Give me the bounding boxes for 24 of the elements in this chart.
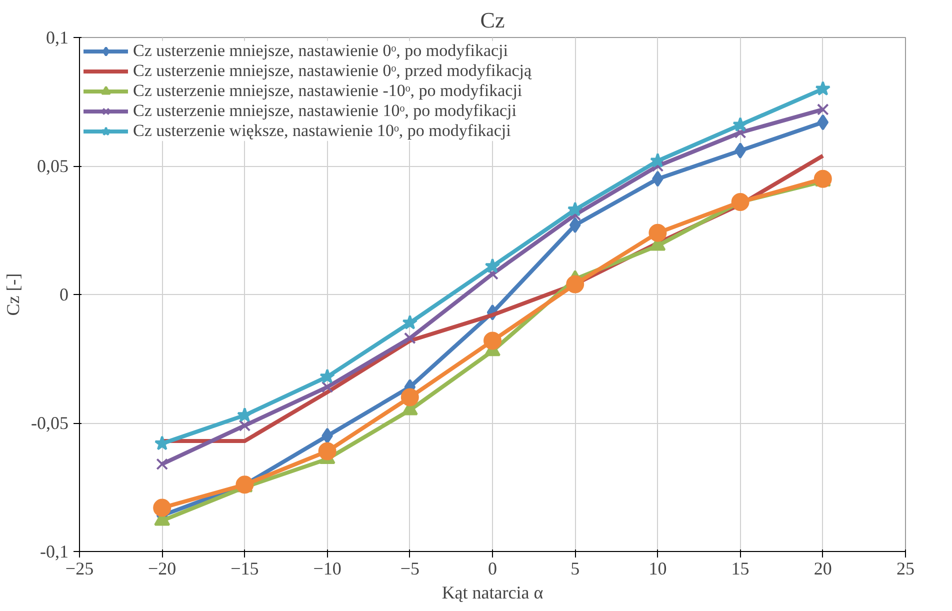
y-axis-title: Cz [-] [3,273,24,316]
x-tick-label: −25 [65,558,94,578]
x-tick-label: 25 [896,558,914,578]
y-tick-label: -0,05 [31,413,69,433]
x-tick-label: −10 [313,558,342,578]
y-tick-label: 0,1 [46,28,68,48]
chart-title: Cz [480,8,505,32]
x-tick-label: −15 [230,558,259,578]
x-tick-label: −5 [400,558,420,578]
legend-label: Cz usterzenie większe, nastawienie 10ᵒ, po modyfikacji [133,121,511,141]
legend-label: Cz usterzenie mniejsze, nastawienie 0ᵒ, przed modyfikacją [133,61,532,81]
y-tick-label: -0,1 [40,542,69,562]
x-tick-label: 15 [731,558,750,578]
legend-label: Cz usterzenie mniejsze, nastawienie 0ᵒ, po modyfikacji [133,41,508,61]
x-tick-label: 0 [488,558,497,578]
x-tick-label: 10 [648,558,667,578]
y-tick-label: 0 [60,284,68,304]
x-axis-title: Kąt natarcia α [442,582,544,602]
legend-label: Cz usterzenie mniejsze, nastawienie -10ᵒ, po modyfikacji [133,81,522,101]
x-tick-label: 20 [814,558,832,578]
y-tick-label: 0,05 [37,156,68,176]
x-tick-label: 5 [570,558,580,578]
legend-label: Cz usterzenie mniejsze, nastawienie 10ᵒ, po modyfikacji [133,101,516,121]
x-tick-label: −20 [148,558,176,578]
